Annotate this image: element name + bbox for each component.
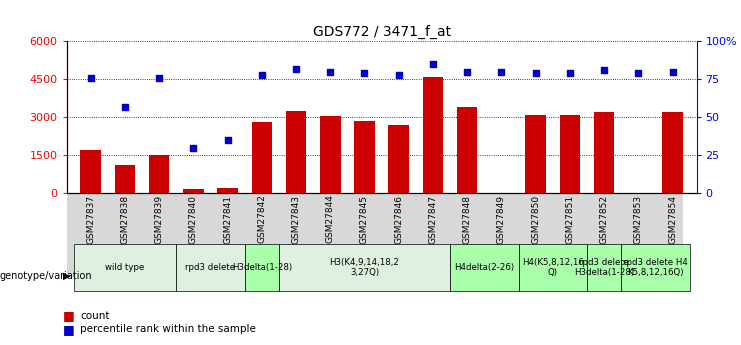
Point (256, 72, 268, 78)
Text: rpd3 delete H4
K5,8,12,16Q): rpd3 delete H4 K5,8,12,16Q) (623, 258, 688, 277)
Point (496, 69, 508, 75)
Bar (115, 165, 135, 193)
Bar (149, 155, 170, 193)
FancyBboxPatch shape (245, 244, 279, 290)
FancyBboxPatch shape (73, 244, 176, 290)
Bar (594, 112, 614, 193)
Bar (422, 77, 443, 193)
Bar (67, 193, 683, 277)
Bar (286, 111, 306, 193)
Text: H4delta(2-26): H4delta(2-26) (454, 263, 514, 272)
FancyBboxPatch shape (519, 244, 587, 290)
Point (632, 70, 644, 76)
Point (84, 75, 96, 81)
Text: rpd3 delete: rpd3 delete (185, 263, 236, 272)
Title: GDS772 / 3471_f_at: GDS772 / 3471_f_at (313, 25, 451, 39)
Bar (457, 107, 477, 193)
Bar (183, 189, 204, 193)
Point (564, 70, 576, 76)
Text: H4(K5,8,12,16
Q): H4(K5,8,12,16 Q) (522, 258, 584, 277)
Text: ▶: ▶ (63, 271, 70, 281)
Text: ■: ■ (63, 309, 75, 322)
Bar (388, 125, 409, 193)
Text: percentile rank within the sample: percentile rank within the sample (80, 325, 256, 334)
FancyBboxPatch shape (621, 244, 690, 290)
Text: ■: ■ (63, 323, 75, 336)
Point (530, 70, 542, 76)
Bar (251, 122, 272, 193)
Point (153, 75, 165, 81)
Point (222, 137, 233, 143)
Text: count: count (80, 311, 110, 321)
Bar (662, 112, 683, 193)
Bar (525, 115, 546, 193)
FancyBboxPatch shape (450, 244, 519, 290)
Text: H3delta(1-28): H3delta(1-28) (232, 263, 292, 272)
Point (119, 104, 131, 109)
FancyBboxPatch shape (587, 244, 621, 290)
Text: H3(K4,9,14,18,2
3,27Q): H3(K4,9,14,18,2 3,27Q) (330, 258, 399, 277)
Bar (320, 116, 341, 193)
Text: genotype/variation: genotype/variation (0, 271, 93, 281)
Text: wild type: wild type (105, 263, 144, 272)
Bar (80, 150, 101, 193)
Point (290, 66, 302, 71)
Point (393, 72, 405, 78)
Point (427, 61, 439, 67)
Point (359, 70, 370, 76)
Text: rpd3 delete
H3delta(1-28): rpd3 delete H3delta(1-28) (574, 258, 634, 277)
Bar (559, 115, 580, 193)
Point (325, 69, 336, 75)
Point (667, 69, 679, 75)
Point (461, 69, 473, 75)
FancyBboxPatch shape (279, 244, 450, 290)
Point (598, 68, 610, 73)
Point (187, 145, 199, 150)
Bar (354, 121, 375, 193)
Bar (217, 188, 238, 193)
FancyBboxPatch shape (176, 244, 245, 290)
